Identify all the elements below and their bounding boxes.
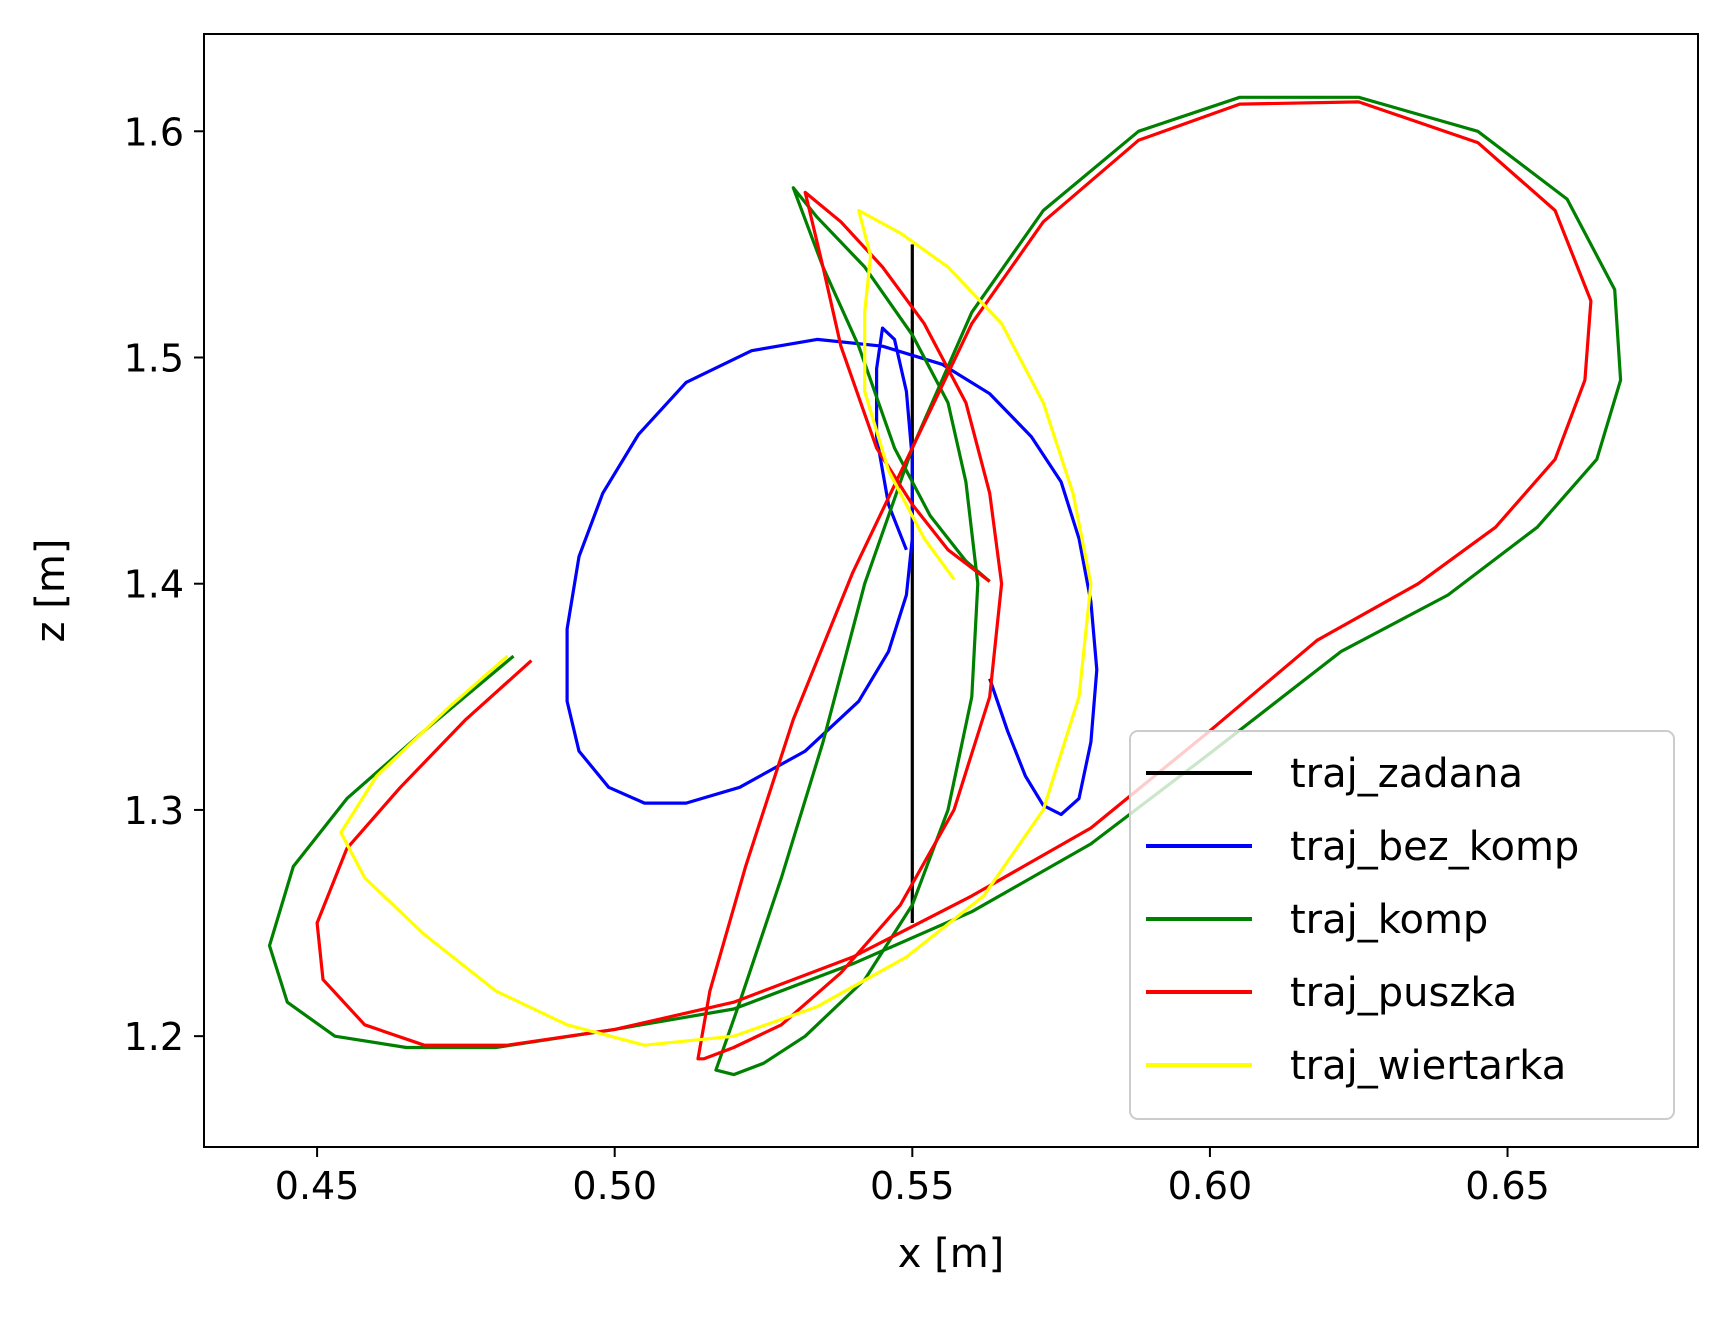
x-tick-label: 0.55 — [870, 1164, 955, 1208]
series-line-traj-wiertarka — [339, 208, 1093, 1047]
legend-label: traj_bez_komp — [1290, 824, 1579, 870]
x-axis-label: x [m] — [898, 1231, 1005, 1277]
series-layer — [267, 95, 1623, 1077]
series-line-traj-bez-komp — [565, 326, 1099, 817]
x-tick-label: 0.60 — [1168, 1164, 1253, 1208]
x-tick-label: 0.45 — [275, 1164, 360, 1208]
x-tick-label: 0.65 — [1465, 1164, 1550, 1208]
legend-label: traj_zadana — [1290, 751, 1523, 797]
x-tick-label: 0.50 — [572, 1164, 657, 1208]
legend-label: traj_puszka — [1290, 970, 1517, 1016]
plot-frame — [203, 33, 1699, 1148]
y-tick-label: 1.6 — [124, 110, 184, 154]
y-tick-label: 1.4 — [124, 563, 184, 607]
y-tick-label: 1.2 — [124, 1015, 184, 1059]
y-tick-label: 1.5 — [124, 336, 184, 380]
ticks-layer: 0.45 0.50 0.55 0.60 0.65 1.2 1.3 1.4 1.5 1.6 — [124, 110, 1550, 1208]
legend-box — [1129, 730, 1675, 1120]
legend-label: traj_wiertarka — [1290, 1043, 1566, 1089]
legend: traj_zadana traj_bez_komp traj_komp traj_pu… — [1129, 730, 1675, 1120]
y-axis-label: z [m] — [28, 539, 74, 643]
legend-label: traj_komp — [1290, 897, 1488, 943]
y-tick-label: 1.3 — [124, 789, 184, 833]
